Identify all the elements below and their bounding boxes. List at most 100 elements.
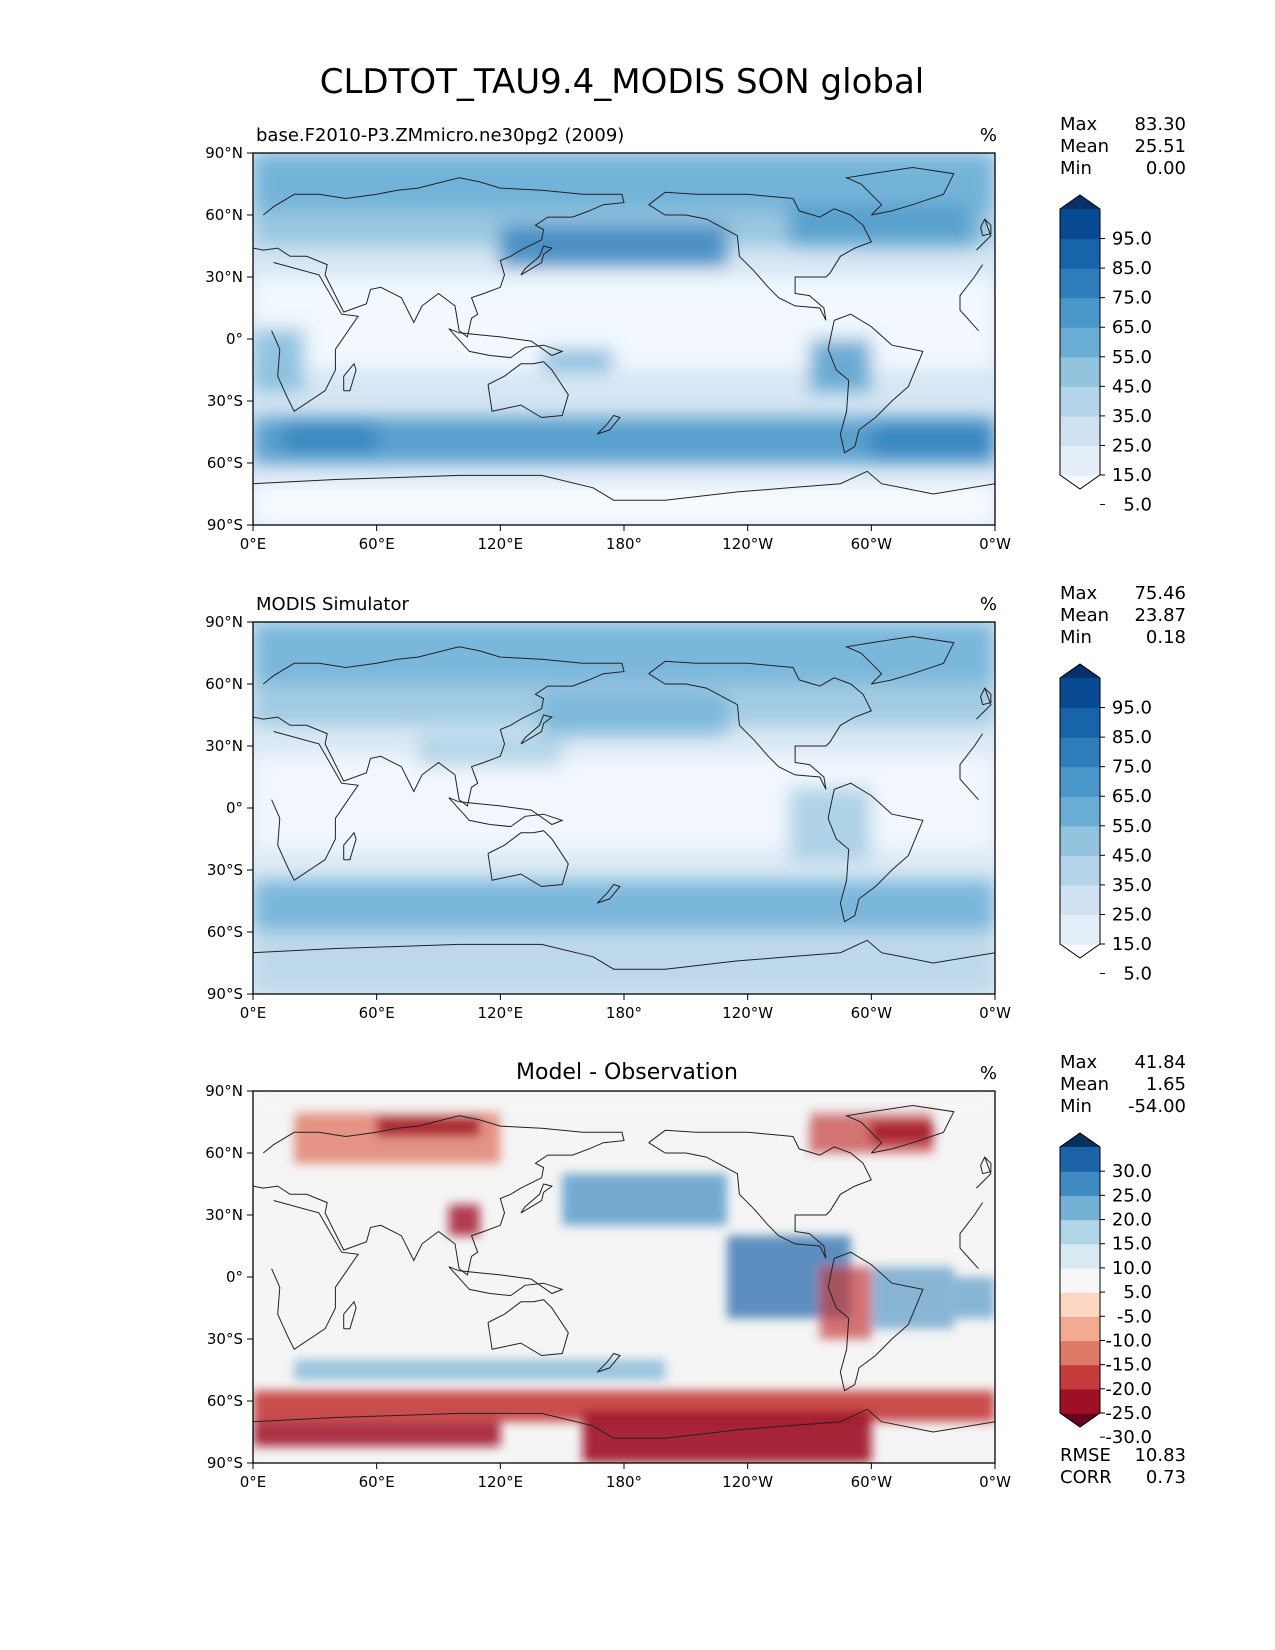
coast-japan	[520, 1183, 554, 1214]
coast-uk	[980, 218, 992, 237]
field-band	[562, 1173, 728, 1226]
coast-antarctica	[253, 470, 995, 501]
panel-left-title: base.F2010-P3.ZMmicro.ne30pg2 (2009)	[256, 125, 624, 146]
coast-madagascar	[343, 1300, 357, 1330]
colorbar-tick-label: 75.0	[1112, 288, 1152, 309]
stat-label: Max	[1060, 1052, 1098, 1073]
colorbar-extend-low	[1060, 475, 1100, 489]
stat-label: Max	[1060, 583, 1098, 604]
y-tick-label: 0°	[226, 330, 243, 348]
field-band	[253, 936, 995, 994]
x-tick-label: 60°E	[359, 1004, 395, 1022]
x-tick-label: 60°W	[851, 1004, 893, 1022]
colorbar-tick-label: -10.0	[1105, 1330, 1152, 1351]
coast-nz	[596, 1352, 621, 1373]
metric-value: 0.73	[1146, 1467, 1186, 1488]
coast-uk	[980, 1156, 992, 1175]
y-tick-label: 30°S	[207, 1330, 243, 1348]
coast-australia	[487, 830, 569, 888]
y-tick-label: 90°N	[205, 1082, 243, 1100]
colorbar-segment	[1060, 356, 1100, 387]
y-tick-label: 60°S	[207, 923, 243, 941]
coast-uk	[980, 687, 992, 706]
coast-indonesia	[448, 328, 564, 359]
colorbar-segment	[1060, 1195, 1100, 1221]
stat-value: 0.18	[1146, 627, 1186, 648]
y-tick-label: 60°N	[205, 206, 243, 224]
x-tick-label: 60°E	[359, 535, 395, 553]
colorbar-segment	[1060, 297, 1100, 328]
colorbar-tick-label: -30.0	[1105, 1427, 1152, 1448]
colorbar-tick-label: 5.0	[1123, 495, 1152, 516]
y-tick-label: 30°S	[207, 392, 243, 410]
colorbar-tick-label: 55.0	[1112, 816, 1152, 837]
colorbar-segment	[1060, 914, 1100, 945]
colorbar-segment	[1060, 1388, 1100, 1414]
field-band	[541, 349, 614, 370]
coast-greenland	[844, 166, 955, 216]
x-tick-label: 180°	[606, 535, 642, 553]
coast-antarctica	[253, 1408, 995, 1439]
x-tick-label: 60°W	[851, 535, 893, 553]
x-tick-label: 120°W	[722, 1004, 773, 1022]
colorbar-segment	[1060, 825, 1100, 856]
coast-eurasia	[976, 1156, 992, 1189]
coast-japan	[520, 245, 554, 276]
x-tick-label: 0°E	[240, 1473, 267, 1491]
panel-units: %	[980, 1063, 997, 1084]
colorbar-tick-label: 45.0	[1112, 845, 1152, 866]
colorbar-tick-label: 75.0	[1112, 757, 1152, 778]
y-tick-label: 30°N	[205, 1206, 243, 1224]
coast-nz	[596, 883, 621, 904]
stat-value: 83.30	[1134, 114, 1186, 135]
y-tick-label: 30°N	[205, 737, 243, 755]
colorbar-segment	[1060, 1267, 1100, 1293]
x-tick-label: 60°W	[851, 1473, 893, 1491]
colorbar: 95.0 85.0 75.0 65.0 55.0 45.0 35.0 25.0 15.0 5.0	[1059, 663, 1152, 985]
colorbar-outline	[1059, 1132, 1101, 1428]
coastlines	[253, 1104, 995, 1439]
colorbar-tick-label: 25.0	[1112, 904, 1152, 925]
colorbar: 30.0 25.0 20.0 15.0 10.0 5.0 -5.0 -10.0 -15.0 -20…	[1059, 1132, 1152, 1448]
figure-title: CLDTOT_TAU9.4_MODIS SON global	[320, 62, 924, 102]
field-band	[417, 735, 563, 767]
colorbar-extend-high	[1060, 1133, 1100, 1147]
colorbar-tick-label: 35.0	[1112, 406, 1152, 427]
map-axes: 0°E 60°E 120°E 180° 120°W 60°W 0°W 90°N 60°N 30°N…	[205, 613, 1011, 1022]
coast-greenland	[844, 635, 955, 685]
field-band	[582, 1411, 872, 1463]
x-tick-label: 0°W	[979, 1473, 1011, 1491]
stat-value: 25.51	[1134, 136, 1186, 157]
stat-label: Mean	[1060, 136, 1109, 157]
colorbar-tick-label: 20.0	[1112, 1210, 1152, 1231]
colorbar-segment	[1060, 1364, 1100, 1390]
colorbar-tick-label: 85.0	[1112, 258, 1152, 279]
error-metrics: RMSE 10.83 CORR 0.73	[1060, 1445, 1186, 1488]
colorbar-segment	[1060, 707, 1100, 738]
coast-eurasia	[253, 646, 625, 807]
coast-madagascar	[343, 362, 357, 392]
y-tick-label: 90°S	[207, 516, 243, 534]
panel-left-title: MODIS Simulator	[256, 594, 409, 615]
stats-box: Max 83.30 Mean 25.51 Min 0.00	[1060, 114, 1186, 179]
stat-label: Mean	[1060, 605, 1109, 626]
colorbar-tick-label: 65.0	[1112, 317, 1152, 338]
coast-indonesia	[448, 797, 564, 828]
colorbar-tick-label: 35.0	[1112, 875, 1152, 896]
colorbar-segment	[1060, 415, 1100, 447]
colorbar-segment	[1060, 268, 1100, 299]
coast-africa	[959, 733, 984, 801]
stat-label: Min	[1060, 1096, 1092, 1117]
stat-label: Min	[1060, 158, 1092, 179]
stat-value: 23.87	[1134, 605, 1186, 626]
coastlines	[253, 635, 995, 970]
x-tick-label: 0°E	[240, 1004, 267, 1022]
colorbar-tick-label: 65.0	[1112, 786, 1152, 807]
y-tick-label: 0°	[226, 799, 243, 817]
field-band	[448, 1204, 480, 1236]
stats-box: Max 41.84 Mean 1.65 Min -54.00	[1060, 1052, 1186, 1117]
y-tick-label: 90°S	[207, 985, 243, 1003]
y-tick-label: 60°N	[205, 675, 243, 693]
colorbar-tick-label: 15.0	[1112, 934, 1152, 955]
